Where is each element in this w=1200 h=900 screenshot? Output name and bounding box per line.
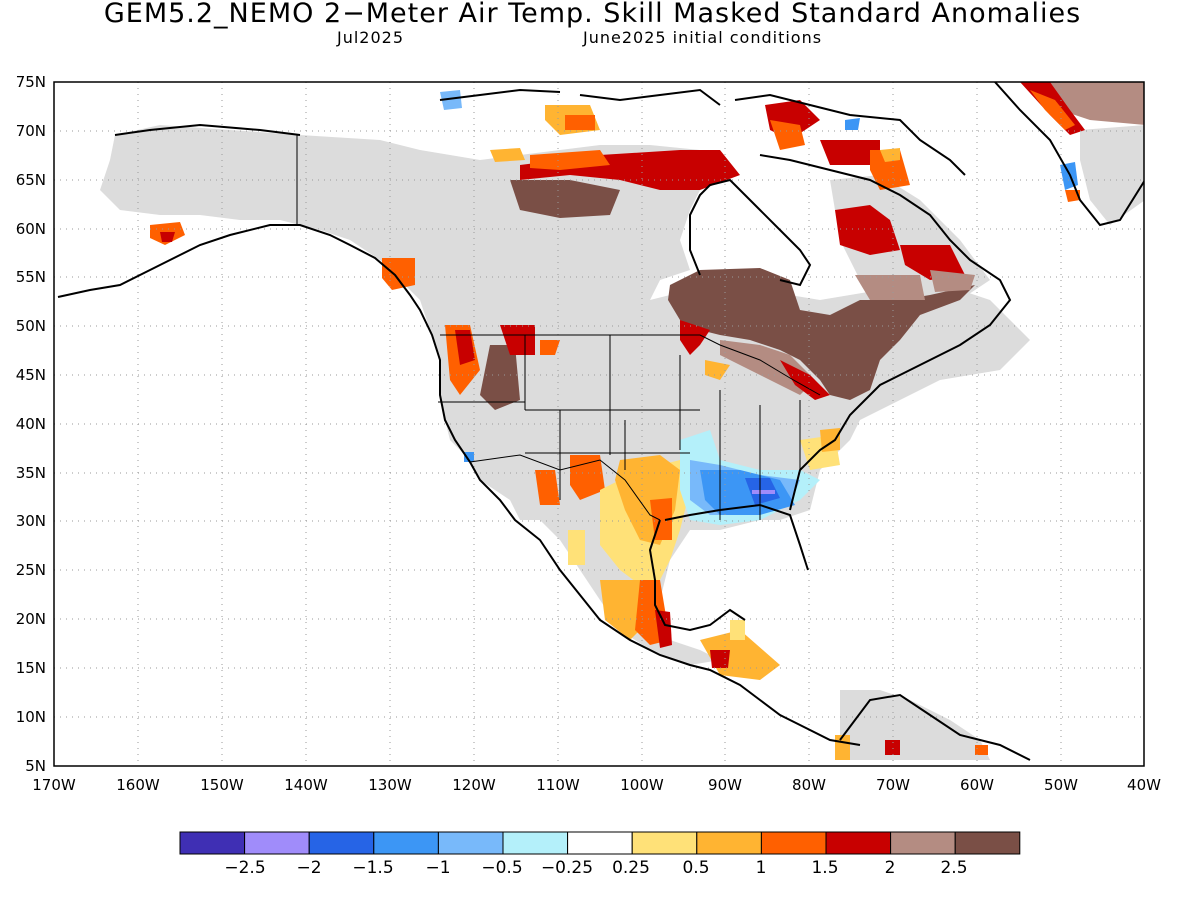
coastlines <box>57 82 1144 761</box>
hudson-bay-ontario-anomaly <box>668 268 975 400</box>
lat-label: 35N <box>16 464 46 482</box>
colorbar-swatch <box>567 831 633 855</box>
colorbar-swatch <box>890 831 956 855</box>
lon-label: 100W <box>620 776 664 794</box>
colorbar-swatch <box>954 831 1021 855</box>
lon-label: 60W <box>960 776 994 794</box>
lat-label: 10N <box>16 708 46 726</box>
lon-axis: 170W 160W 150W 140W 130W 120W 110W 100W … <box>32 776 1161 794</box>
colorbar-label: 1 <box>756 858 767 878</box>
lon-label: 130W <box>368 776 412 794</box>
colorbar-label: 0.25 <box>612 858 650 878</box>
colorbar-label: 2 <box>885 858 896 878</box>
graticule <box>54 82 1144 766</box>
lat-label: 75N <box>16 73 46 91</box>
lon-label: 140W <box>284 776 328 794</box>
lon-label: 150W <box>200 776 244 794</box>
colorbar-labels: −2.5 −2 −1.5 −1 −0.5 −0.25 0.25 0.5 1 1.… <box>224 858 967 878</box>
colorbar-label: −2.5 <box>224 858 265 878</box>
lat-label: 30N <box>16 512 46 530</box>
chart-title: GEM5.2_NEMO 2−Meter Air Temp. Skill Mask… <box>103 0 1082 29</box>
colorbar-label: −1 <box>425 858 450 878</box>
greenland-anomaly <box>1040 82 1144 125</box>
colorbar-label: −0.25 <box>541 858 593 878</box>
lon-label: 40W <box>1127 776 1161 794</box>
lon-label: 170W <box>32 776 76 794</box>
plot-frame <box>53 81 1145 767</box>
lat-label: 60N <box>16 220 46 238</box>
colorbar-swatch <box>244 831 310 855</box>
lat-label: 45N <box>16 366 46 384</box>
colorbar <box>179 831 1021 855</box>
init-conditions-label: June2025 initial conditions <box>583 28 823 47</box>
lat-label: 55N <box>16 268 46 286</box>
colorbar-swatch <box>437 831 504 855</box>
colorbar-swatch <box>631 831 698 855</box>
map-plot-area <box>54 82 1144 766</box>
colorbar-swatch <box>760 831 827 855</box>
lat-axis: 75N 70N 65N 60N 55N 50N 45N 40N 35N 30N … <box>16 73 46 775</box>
lon-label: 160W <box>116 776 160 794</box>
lat-label: 5N <box>25 757 46 775</box>
lon-label: 80W <box>792 776 826 794</box>
lon-label: 90W <box>708 776 742 794</box>
colorbar-label: −2 <box>296 858 321 878</box>
colorbar-label: −1.5 <box>352 858 393 878</box>
colorbar-swatch <box>308 831 375 855</box>
valid-month-label: Jul2025 <box>337 28 405 47</box>
colorbar-swatch <box>179 831 246 855</box>
colorbar-label: −0.5 <box>481 858 522 878</box>
interior-gray-mask <box>100 125 1030 665</box>
colorbar-label: 0.5 <box>682 858 709 878</box>
colorbar-swatch <box>825 831 892 855</box>
lat-label: 50N <box>16 317 46 335</box>
lon-label: 70W <box>876 776 910 794</box>
colorbar-swatch <box>696 831 762 855</box>
lat-label: 15N <box>16 659 46 677</box>
borders <box>296 135 821 521</box>
lat-label: 40N <box>16 415 46 433</box>
lon-label: 110W <box>536 776 580 794</box>
lat-label: 20N <box>16 610 46 628</box>
lat-label: 70N <box>16 122 46 140</box>
lon-label: 50W <box>1044 776 1078 794</box>
colorbar-swatch <box>373 831 439 855</box>
colorbar-label: 2.5 <box>940 858 967 878</box>
colorbar-swatch <box>502 831 569 855</box>
lon-label: 120W <box>452 776 496 794</box>
lat-label: 65N <box>16 171 46 189</box>
colorbar-label: 1.5 <box>811 858 838 878</box>
lat-label: 25N <box>16 561 46 579</box>
